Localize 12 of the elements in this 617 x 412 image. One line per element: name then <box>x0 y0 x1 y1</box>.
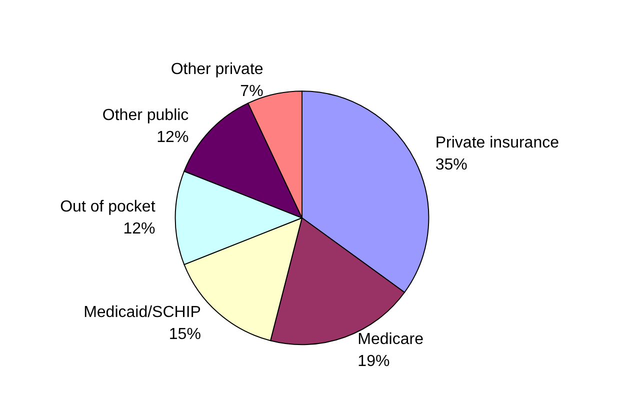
data-label: 19% <box>358 352 390 370</box>
data-label: 7% <box>240 83 264 100</box>
slice-label: Medicare <box>358 330 424 348</box>
slice-label: Private insurance <box>435 134 560 152</box>
data-label: 15% <box>168 326 201 343</box>
slice-label: Other public <box>102 107 189 124</box>
slice-label: Other private <box>170 61 264 78</box>
data-label: 12% <box>123 220 156 238</box>
slice-label: Medicaid/SCHIP <box>84 304 201 321</box>
data-label: 35% <box>435 156 468 174</box>
data-label: 12% <box>156 129 189 146</box>
slice-label: Out of pocket <box>60 198 156 216</box>
